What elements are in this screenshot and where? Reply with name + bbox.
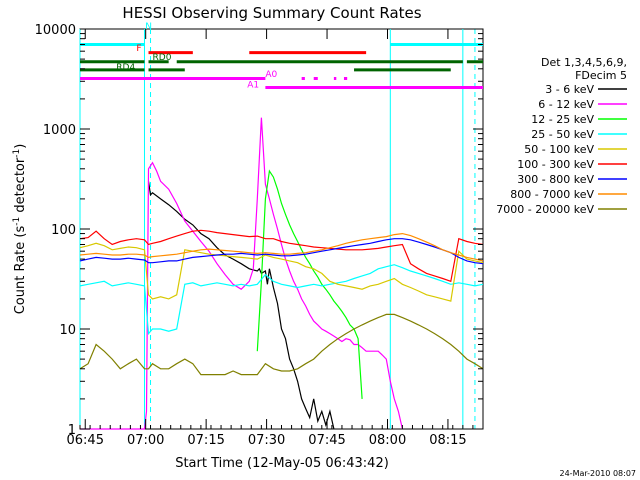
series-line-3	[79, 264, 484, 336]
marker-lines	[79, 29, 476, 429]
y-axis: 1 10 100 1000 10000	[35, 23, 483, 438]
legend-entries: 3 - 6 keV 6 - 12 keV 12 - 25 keV 25 - 50 ke…	[496, 83, 627, 216]
x-axis: 06:45 07:00 07:15 07:30 07:45 08:00 08:15	[67, 29, 484, 448]
series-line-6	[79, 238, 484, 265]
series-line-8	[79, 313, 484, 376]
series-line-4	[79, 242, 484, 302]
y-tick-label-1: 10	[59, 323, 76, 338]
series-line-7	[79, 232, 484, 262]
y-axis-label-main: Count Rate (s	[13, 226, 28, 315]
flag-label-5: A1	[247, 81, 259, 91]
y-tick-label-3: 1000	[43, 123, 76, 138]
y-axis-label: Count Rate (s-1 detector-1)	[12, 144, 28, 315]
legend-label-6: 300 - 800 keV	[517, 173, 594, 186]
legend-header-1: Det 1,3,4,5,6,9,	[541, 56, 627, 69]
flag-label-4: A0	[265, 70, 277, 80]
legend-label-2: 12 - 25 keV	[531, 113, 594, 126]
series-line-0	[147, 181, 335, 430]
legend-label-0: 3 - 6 keV	[545, 83, 594, 96]
x-tick-label-1: 07:00	[127, 433, 164, 448]
footer-date: 24-Mar-2010 08:07	[560, 469, 637, 478]
y-axis-label-sup2: -1	[12, 149, 22, 158]
series-layer	[79, 117, 484, 430]
flag-label-2: RD0	[153, 53, 172, 63]
legend-header-2: FDecim 5	[575, 69, 627, 82]
x-tick-label-2: 07:15	[187, 433, 224, 448]
x-tick-label-5: 08:00	[369, 433, 406, 448]
series-line-1	[80, 117, 403, 430]
series-line-5	[79, 229, 484, 283]
x-tick-label-3: 07:30	[248, 433, 285, 448]
x-tick-label-4: 07:45	[308, 433, 345, 448]
flag-label-1: F	[136, 44, 141, 54]
legend-label-7: 800 - 7000 keV	[510, 188, 594, 201]
x-tick-label-6: 08:15	[429, 433, 466, 448]
legend-label-3: 25 - 50 keV	[531, 128, 594, 141]
series-line-2	[256, 169, 363, 399]
flag-bars	[80, 42, 483, 90]
x-tick-label-0: 06:45	[67, 433, 104, 448]
x-axis-label: Start Time (12-May-05 06:43:42)	[175, 456, 389, 471]
chart-title: HESSI Observing Summary Count Rates	[122, 4, 421, 22]
legend-label-1: 6 - 12 keV	[538, 98, 594, 111]
y-axis-label-end: )	[13, 144, 28, 149]
y-tick-label-4: 10000	[35, 23, 76, 38]
y-axis-label-mid: detector	[13, 157, 28, 217]
legend-label-8: 7000 - 20000 keV	[496, 203, 594, 216]
y-axis-label-sup1: -1	[12, 217, 22, 226]
y-tick-label-2: 100	[51, 223, 76, 238]
legend: Det 1,3,4,5,6,9, FDecim 5 3 - 6 keV 6 - 1…	[496, 56, 627, 216]
y-tick-label-0: 1	[68, 423, 76, 438]
legend-label-5: 100 - 300 keV	[517, 158, 594, 171]
flag-labels: N F RD0 RD4 A0 A1	[116, 22, 277, 91]
flag-label-3: RD4	[116, 63, 135, 73]
flag-label-0: N	[145, 22, 152, 32]
legend-label-4: 50 - 100 keV	[524, 143, 594, 156]
